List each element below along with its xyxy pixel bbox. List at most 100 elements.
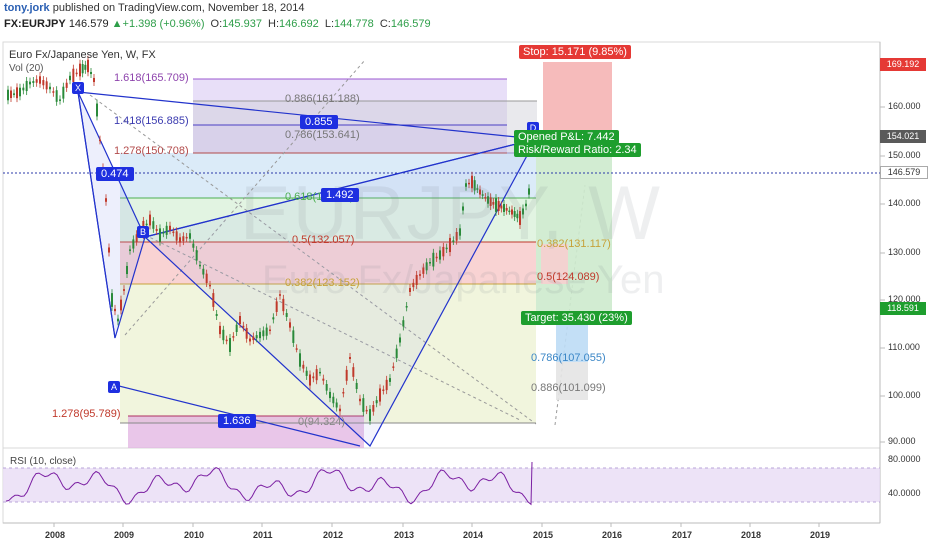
candle-body bbox=[349, 356, 351, 360]
candle-body bbox=[120, 299, 122, 311]
fib-label-1278-lower: 1.278(95.789) bbox=[52, 408, 121, 420]
candle-body bbox=[135, 234, 138, 242]
x-tick-2009: 2009 bbox=[114, 530, 135, 540]
x-tick-2014: 2014 bbox=[463, 530, 484, 540]
candle-body bbox=[49, 86, 51, 90]
pattern-point-a[interactable]: A bbox=[108, 381, 120, 393]
candle-body bbox=[479, 189, 481, 195]
ohlc-line: FX:EURJPY 146.579 ▲+1.398 (+0.96%) O:145… bbox=[4, 18, 431, 30]
candle-body bbox=[449, 237, 451, 253]
candle-body bbox=[365, 409, 368, 412]
watermark-name: Euro Fx/Japanese Yen bbox=[262, 258, 665, 302]
candle-body bbox=[159, 228, 161, 242]
x-tick-2008: 2008 bbox=[45, 530, 66, 540]
y-tick-110: 110.000 bbox=[888, 342, 920, 352]
change-arrow-icon: ▲ bbox=[111, 18, 123, 30]
candle-body bbox=[429, 261, 431, 264]
candle-body bbox=[172, 231, 175, 234]
candle-body bbox=[505, 207, 508, 211]
candle-body bbox=[182, 236, 185, 242]
candle-body bbox=[345, 369, 348, 381]
candle-body bbox=[525, 203, 527, 207]
fib-label-0786: 0.786(153.641) bbox=[285, 129, 360, 141]
x-tick-2011: 2011 bbox=[253, 530, 273, 540]
pattern-point-x[interactable]: X bbox=[72, 82, 84, 94]
candle-body bbox=[513, 211, 516, 217]
candle-body bbox=[492, 201, 495, 205]
candle-body bbox=[29, 81, 31, 85]
ratio-ac: 1.492 bbox=[321, 188, 359, 202]
candle-body bbox=[42, 80, 45, 86]
pattern-xa-line bbox=[77, 91, 116, 339]
x-tick-2010: 2010 bbox=[184, 530, 205, 540]
candle-body bbox=[487, 196, 489, 204]
dashed-line-3 bbox=[144, 234, 521, 421]
x-tick-2017: 2017 bbox=[672, 530, 693, 540]
dashed-line-2 bbox=[89, 94, 537, 425]
retrace-zone-0786 bbox=[556, 322, 588, 362]
open-pl-box[interactable]: Opened P&L: 7.442 bbox=[514, 130, 619, 144]
candle-body bbox=[445, 247, 448, 250]
candle-body bbox=[279, 294, 281, 296]
candle-body bbox=[152, 221, 155, 229]
pattern-point-b[interactable]: B bbox=[137, 226, 149, 238]
author-link[interactable]: tony.jork bbox=[4, 2, 50, 14]
candle-body bbox=[111, 293, 113, 307]
candle-body bbox=[399, 337, 401, 343]
candle-body bbox=[72, 68, 75, 82]
candle-body bbox=[96, 103, 98, 117]
chart-title: Euro Fx/Japanese Yen, W, FX bbox=[9, 49, 156, 61]
candle-body bbox=[375, 400, 378, 404]
candle-body bbox=[10, 90, 12, 98]
candle-body bbox=[275, 301, 278, 312]
candle-body bbox=[19, 87, 21, 97]
fib-label-0886: 0.886(161.188) bbox=[285, 93, 360, 105]
y-tick-150: 150.000 bbox=[888, 150, 921, 160]
x-tick-2013: 2013 bbox=[394, 530, 415, 540]
candle-body bbox=[432, 252, 435, 267]
candle-body bbox=[415, 274, 418, 286]
symbol-label: FX:EURJPY bbox=[4, 18, 66, 30]
candle-body bbox=[199, 264, 201, 267]
risk-reward-box[interactable]: Risk/Reward Ratio: 2.34 bbox=[514, 143, 641, 157]
candle-body bbox=[52, 91, 55, 93]
candle-body bbox=[259, 331, 261, 339]
candle-body bbox=[476, 188, 479, 190]
stop-box[interactable]: Stop: 15.171 (9.85%) bbox=[519, 45, 631, 59]
y-tick-130: 130.000 bbox=[888, 247, 921, 257]
fib-zone-0 bbox=[120, 284, 536, 423]
rsi-label: RSI (10, close) bbox=[10, 456, 77, 467]
target-box[interactable]: Target: 35.430 (23%) bbox=[521, 311, 632, 325]
candle-body bbox=[468, 182, 470, 185]
candle-body bbox=[114, 308, 116, 312]
open-label: O: bbox=[210, 18, 223, 30]
candle-body bbox=[245, 327, 248, 339]
candle-body bbox=[305, 370, 308, 376]
rsi-line bbox=[5, 461, 533, 506]
candle-body bbox=[439, 250, 441, 260]
candle-body bbox=[165, 225, 168, 235]
candle-body bbox=[189, 233, 191, 239]
candle-body bbox=[319, 371, 321, 374]
candle-body bbox=[179, 237, 181, 243]
badge-d-price: 154.021 bbox=[880, 130, 926, 143]
candle-body bbox=[385, 379, 388, 391]
candle-body bbox=[22, 87, 25, 91]
publish-text: published on TradingView.com, November 1… bbox=[52, 2, 305, 14]
candle-body bbox=[59, 99, 61, 101]
candle-body bbox=[132, 239, 135, 249]
candle-body bbox=[225, 339, 228, 342]
candle-body bbox=[32, 81, 35, 83]
retrace-label-0886: 0.886(101.099) bbox=[531, 382, 606, 394]
candle-body bbox=[522, 208, 524, 215]
candle-body bbox=[511, 209, 513, 215]
candle-body bbox=[412, 282, 415, 288]
y-tick-160: 160.000 bbox=[888, 101, 921, 111]
candle-body bbox=[79, 63, 81, 77]
candle-body bbox=[75, 72, 78, 75]
dashed-line-1 bbox=[124, 59, 366, 336]
candle-body bbox=[123, 289, 125, 291]
candle-body bbox=[185, 236, 188, 239]
x-tick-2012: 2012 bbox=[323, 530, 344, 540]
candle-body bbox=[315, 369, 318, 381]
